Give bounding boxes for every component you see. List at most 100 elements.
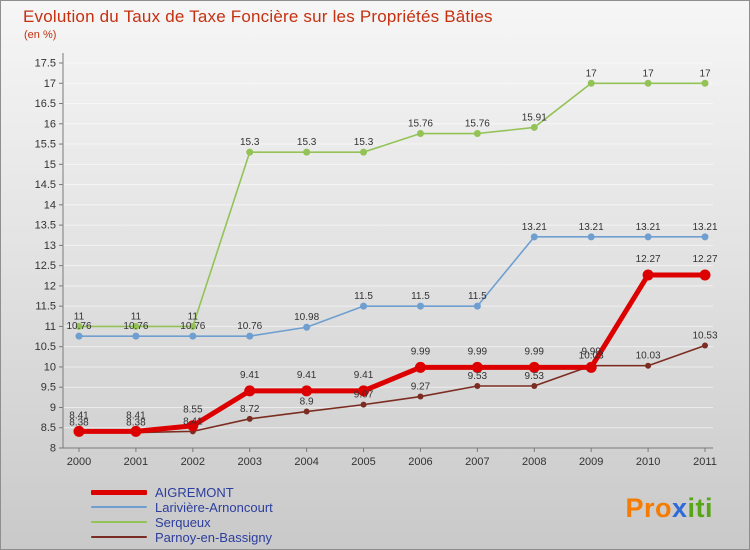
svg-text:2002: 2002: [181, 456, 205, 468]
svg-text:8.41: 8.41: [126, 410, 146, 421]
legend-item-parnoy-en-bassigny: Parnoy-en-Bassigny: [91, 530, 273, 544]
svg-text:11.5: 11.5: [468, 291, 487, 302]
svg-text:13.21: 13.21: [692, 222, 717, 233]
svg-text:14.5: 14.5: [35, 179, 56, 191]
svg-text:15.3: 15.3: [240, 137, 260, 148]
svg-text:9.5: 9.5: [41, 382, 56, 394]
svg-text:8.41: 8.41: [69, 410, 89, 421]
svg-text:12.5: 12.5: [35, 260, 56, 272]
svg-text:9.53: 9.53: [525, 371, 545, 382]
svg-text:9: 9: [50, 402, 56, 414]
svg-text:13.21: 13.21: [522, 222, 547, 233]
svg-text:17: 17: [586, 68, 598, 79]
svg-text:10.76: 10.76: [66, 321, 91, 332]
svg-text:15.91: 15.91: [522, 112, 547, 123]
svg-text:10.76: 10.76: [237, 321, 262, 332]
svg-text:9.41: 9.41: [354, 370, 374, 381]
svg-text:2001: 2001: [124, 456, 148, 468]
legend-swatch-aigremont: [91, 489, 147, 495]
svg-text:17: 17: [44, 78, 56, 90]
svg-text:17.5: 17.5: [35, 58, 56, 70]
svg-text:9.41: 9.41: [240, 370, 260, 381]
svg-text:16: 16: [44, 118, 56, 130]
svg-text:14: 14: [44, 199, 56, 211]
svg-text:11: 11: [74, 311, 85, 322]
svg-text:17: 17: [699, 68, 711, 79]
legend-item-serqueux: Serqueux: [91, 515, 273, 529]
svg-text:2007: 2007: [465, 456, 489, 468]
legend-label-lariviere-arnoncourt: Larivière-Arnoncourt: [155, 499, 273, 515]
legend-swatch-serqueux: [91, 521, 147, 523]
legend-item-aigremont: AIGREMONT: [91, 485, 273, 499]
legend-label-aigremont: AIGREMONT: [155, 484, 234, 500]
svg-text:10.98: 10.98: [294, 312, 319, 323]
svg-text:2010: 2010: [636, 456, 660, 468]
svg-text:2006: 2006: [408, 456, 432, 468]
svg-text:11: 11: [188, 311, 199, 322]
svg-text:15.3: 15.3: [297, 137, 317, 148]
svg-text:13.5: 13.5: [35, 220, 56, 232]
svg-text:10: 10: [44, 361, 56, 373]
svg-text:15.5: 15.5: [35, 139, 56, 151]
legend: AIGREMONT Larivière-Arnoncourt Serqueux …: [91, 485, 273, 545]
svg-text:17: 17: [643, 68, 655, 79]
svg-text:11.5: 11.5: [35, 301, 56, 313]
svg-text:2000: 2000: [67, 456, 91, 468]
svg-text:2011: 2011: [693, 456, 717, 468]
svg-text:13: 13: [44, 240, 56, 252]
legend-swatch-lariviere-arnoncourt: [91, 506, 147, 508]
svg-text:11: 11: [45, 321, 56, 333]
svg-text:11: 11: [131, 311, 142, 322]
legend-label-serqueux: Serqueux: [155, 514, 211, 530]
svg-text:15.76: 15.76: [465, 119, 490, 130]
svg-text:9.07: 9.07: [354, 390, 374, 401]
svg-text:8.41: 8.41: [183, 416, 203, 427]
svg-text:10.76: 10.76: [123, 321, 148, 332]
svg-text:8: 8: [50, 443, 56, 455]
svg-text:10.53: 10.53: [692, 330, 717, 341]
svg-text:9.99: 9.99: [525, 346, 545, 357]
svg-text:2008: 2008: [522, 456, 546, 468]
svg-text:2003: 2003: [237, 456, 261, 468]
page-title: Evolution du Taux de Taxe Foncière sur l…: [23, 7, 493, 26]
chart-subtitle: (en %): [24, 29, 57, 41]
svg-text:12.27: 12.27: [636, 254, 661, 265]
logo-part-x: x: [671, 493, 688, 523]
svg-text:10.03: 10.03: [636, 351, 661, 362]
legend-label-parnoy-en-bassigny: Parnoy-en-Bassigny: [155, 529, 273, 545]
svg-text:8.5: 8.5: [41, 422, 56, 434]
svg-text:9.53: 9.53: [468, 371, 488, 382]
svg-text:15: 15: [44, 159, 56, 171]
svg-text:13.21: 13.21: [636, 222, 661, 233]
svg-text:8.55: 8.55: [183, 405, 203, 416]
svg-text:10.76: 10.76: [180, 321, 205, 332]
svg-text:15.76: 15.76: [408, 119, 433, 130]
svg-text:9.99: 9.99: [468, 346, 488, 357]
svg-text:9.99: 9.99: [411, 346, 431, 357]
svg-text:12: 12: [44, 280, 56, 292]
svg-text:2009: 2009: [579, 456, 603, 468]
svg-text:12.27: 12.27: [692, 254, 717, 265]
logo-part-iti: iti: [687, 493, 713, 523]
svg-text:8.38: 8.38: [126, 418, 146, 429]
svg-text:16.5: 16.5: [35, 98, 56, 110]
svg-text:11.5: 11.5: [354, 291, 373, 302]
svg-text:2004: 2004: [294, 456, 318, 468]
svg-text:10.5: 10.5: [35, 341, 56, 353]
svg-text:10.03: 10.03: [579, 351, 604, 362]
svg-text:9.27: 9.27: [411, 382, 431, 393]
svg-text:15.3: 15.3: [354, 137, 374, 148]
svg-text:8.38: 8.38: [69, 418, 89, 429]
logo-part-pro: Pro: [625, 493, 672, 523]
svg-text:2005: 2005: [351, 456, 375, 468]
legend-item-lariviere-arnoncourt: Larivière-Arnoncourt: [91, 500, 273, 514]
svg-text:13.21: 13.21: [579, 222, 604, 233]
svg-text:11.5: 11.5: [411, 291, 430, 302]
proxiti-logo: Proxiti: [625, 493, 713, 524]
svg-text:9.99: 9.99: [581, 346, 601, 357]
svg-text:8.72: 8.72: [240, 404, 260, 415]
svg-text:9.41: 9.41: [297, 370, 317, 381]
svg-text:8.9: 8.9: [300, 397, 314, 408]
